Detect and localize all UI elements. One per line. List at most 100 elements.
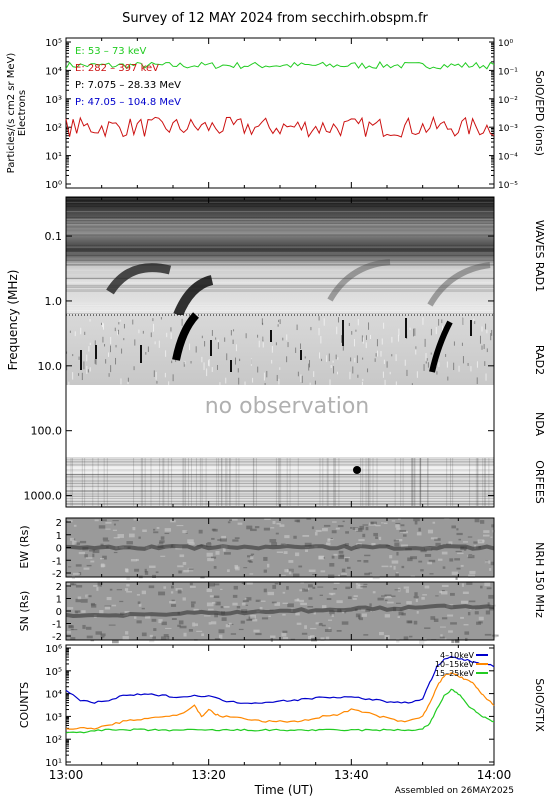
nrh-speckle bbox=[416, 532, 422, 536]
nrh-speckle bbox=[331, 555, 335, 559]
nrh-speckle bbox=[456, 567, 461, 570]
rad2-speckle bbox=[216, 364, 218, 370]
nrh-speckle bbox=[368, 572, 373, 574]
nrh-speckle bbox=[467, 536, 473, 538]
nrh-speckle bbox=[381, 522, 384, 524]
rad2-speckle bbox=[78, 356, 80, 360]
nrh-speckle bbox=[420, 569, 424, 572]
nrh-speckle bbox=[74, 542, 80, 545]
stix-tick-label: 10⁴ bbox=[45, 690, 62, 701]
nrh-speckle bbox=[347, 596, 352, 600]
nrh-speckle bbox=[307, 606, 314, 608]
rad2-burst-bar bbox=[300, 350, 302, 360]
nrh-speckle bbox=[484, 582, 491, 587]
nrh-speckle bbox=[282, 630, 288, 634]
rad2-type3-burst-2 bbox=[429, 320, 453, 373]
rad2-speckle bbox=[80, 327, 82, 335]
nrh-speckle bbox=[493, 634, 497, 638]
nrh-speckle bbox=[487, 602, 490, 606]
nrh-speckle bbox=[281, 632, 287, 637]
rad2-speckle bbox=[319, 352, 321, 359]
rad2-speckle bbox=[430, 328, 432, 336]
nrh-speckle bbox=[370, 521, 377, 525]
nrh-speckle bbox=[299, 599, 304, 603]
nrh-speckle bbox=[158, 591, 166, 596]
rad2-speckle bbox=[115, 344, 117, 348]
nrh-speckle bbox=[441, 584, 449, 588]
rad2-speckle bbox=[271, 359, 273, 364]
nrh-speckle bbox=[415, 598, 418, 603]
nrh-speckle bbox=[134, 568, 140, 572]
rad2-speckle bbox=[342, 345, 344, 351]
rad2-speckle bbox=[362, 357, 364, 360]
nrh-speckle bbox=[98, 525, 106, 529]
rad2-speckle bbox=[206, 368, 208, 377]
rad2-speckle bbox=[166, 332, 168, 338]
rad2-speckle bbox=[152, 318, 154, 322]
nrh-speckle bbox=[474, 518, 480, 523]
nrh-speckle bbox=[455, 576, 458, 580]
rad2-speckle bbox=[370, 334, 372, 340]
nrh-speckle bbox=[372, 591, 376, 594]
nrh-speckle bbox=[400, 524, 405, 527]
nrh-speckle bbox=[324, 628, 332, 632]
rad2-speckle bbox=[337, 371, 339, 375]
rad2-burst-bar bbox=[230, 360, 232, 372]
rad2-speckle bbox=[438, 319, 440, 326]
nrh-speckle bbox=[462, 591, 469, 595]
rad2-speckle bbox=[348, 322, 350, 326]
stix-series bbox=[65, 655, 495, 734]
nrh-speckle bbox=[84, 554, 88, 558]
rad2-speckle bbox=[462, 356, 464, 364]
nrh-speckle bbox=[267, 591, 275, 596]
stix-panel: 10¹ 10² 10³ 10⁴ 10⁵ 10⁶ 4–10keV10–15keV15–25k… bbox=[18, 644, 546, 769]
nrh-speckle bbox=[201, 633, 205, 637]
rad2-speckle bbox=[332, 360, 334, 363]
rad2-type3-burst-1 bbox=[172, 312, 200, 361]
nrh-speckle bbox=[384, 594, 392, 596]
nrh-speckle bbox=[232, 594, 238, 598]
nrh-tick-label: 0 bbox=[56, 607, 62, 618]
nrh-speckle bbox=[467, 611, 471, 616]
nrh-speckle bbox=[391, 560, 399, 564]
nrh-speckle bbox=[78, 551, 85, 555]
nrh-speckle bbox=[213, 595, 220, 598]
nrh-speckle bbox=[206, 588, 213, 593]
nrh-speckle bbox=[253, 629, 260, 633]
nrh-speckle bbox=[306, 518, 312, 520]
nrh-speckle bbox=[338, 555, 344, 560]
nrh-speckle bbox=[322, 528, 328, 532]
nrh-speckle bbox=[198, 529, 203, 534]
rad2-speckle bbox=[430, 352, 432, 355]
rad2-speckle bbox=[89, 342, 91, 346]
nrh-speckle bbox=[381, 565, 389, 568]
nrh-speckle bbox=[395, 573, 399, 577]
particles-y-label-2: Electrons bbox=[17, 90, 28, 136]
rad2-speckle bbox=[461, 342, 463, 346]
particles-panel: 10⁰ 10⁻⁵ 10¹ 10⁻⁴ 10² 10⁻³ 10³ 10⁻² 10⁴ 10⁻¹ 10⁵ 10… bbox=[6, 37, 546, 191]
rad2-speckle bbox=[183, 361, 185, 367]
nrh-speckle bbox=[274, 582, 279, 585]
nrh-speckle bbox=[71, 629, 78, 631]
rad2-speckle bbox=[438, 362, 440, 368]
nrh-speckle bbox=[401, 565, 405, 569]
nrh-speckle bbox=[329, 610, 335, 614]
nrh-speckle bbox=[413, 620, 418, 625]
nrh-speckle bbox=[430, 537, 438, 540]
nrh-speckle bbox=[246, 525, 253, 530]
nrh-speckle bbox=[179, 625, 187, 629]
nrh-speckle bbox=[292, 573, 300, 577]
nrh-speckle bbox=[160, 536, 165, 540]
y-tick-label: 10⁵ bbox=[45, 38, 62, 49]
y-tick-label: 10² bbox=[45, 123, 62, 134]
nrh-speckle bbox=[90, 560, 95, 563]
nrh-speckle bbox=[373, 532, 378, 537]
nrh-speckle bbox=[484, 633, 492, 636]
nrh-speckle bbox=[92, 549, 100, 554]
nrh-speckle bbox=[413, 518, 420, 522]
nrh-speckle bbox=[439, 638, 447, 641]
nrh-speckle bbox=[70, 537, 75, 541]
nrh-speckle bbox=[486, 587, 492, 590]
rad2-speckle bbox=[356, 355, 358, 364]
